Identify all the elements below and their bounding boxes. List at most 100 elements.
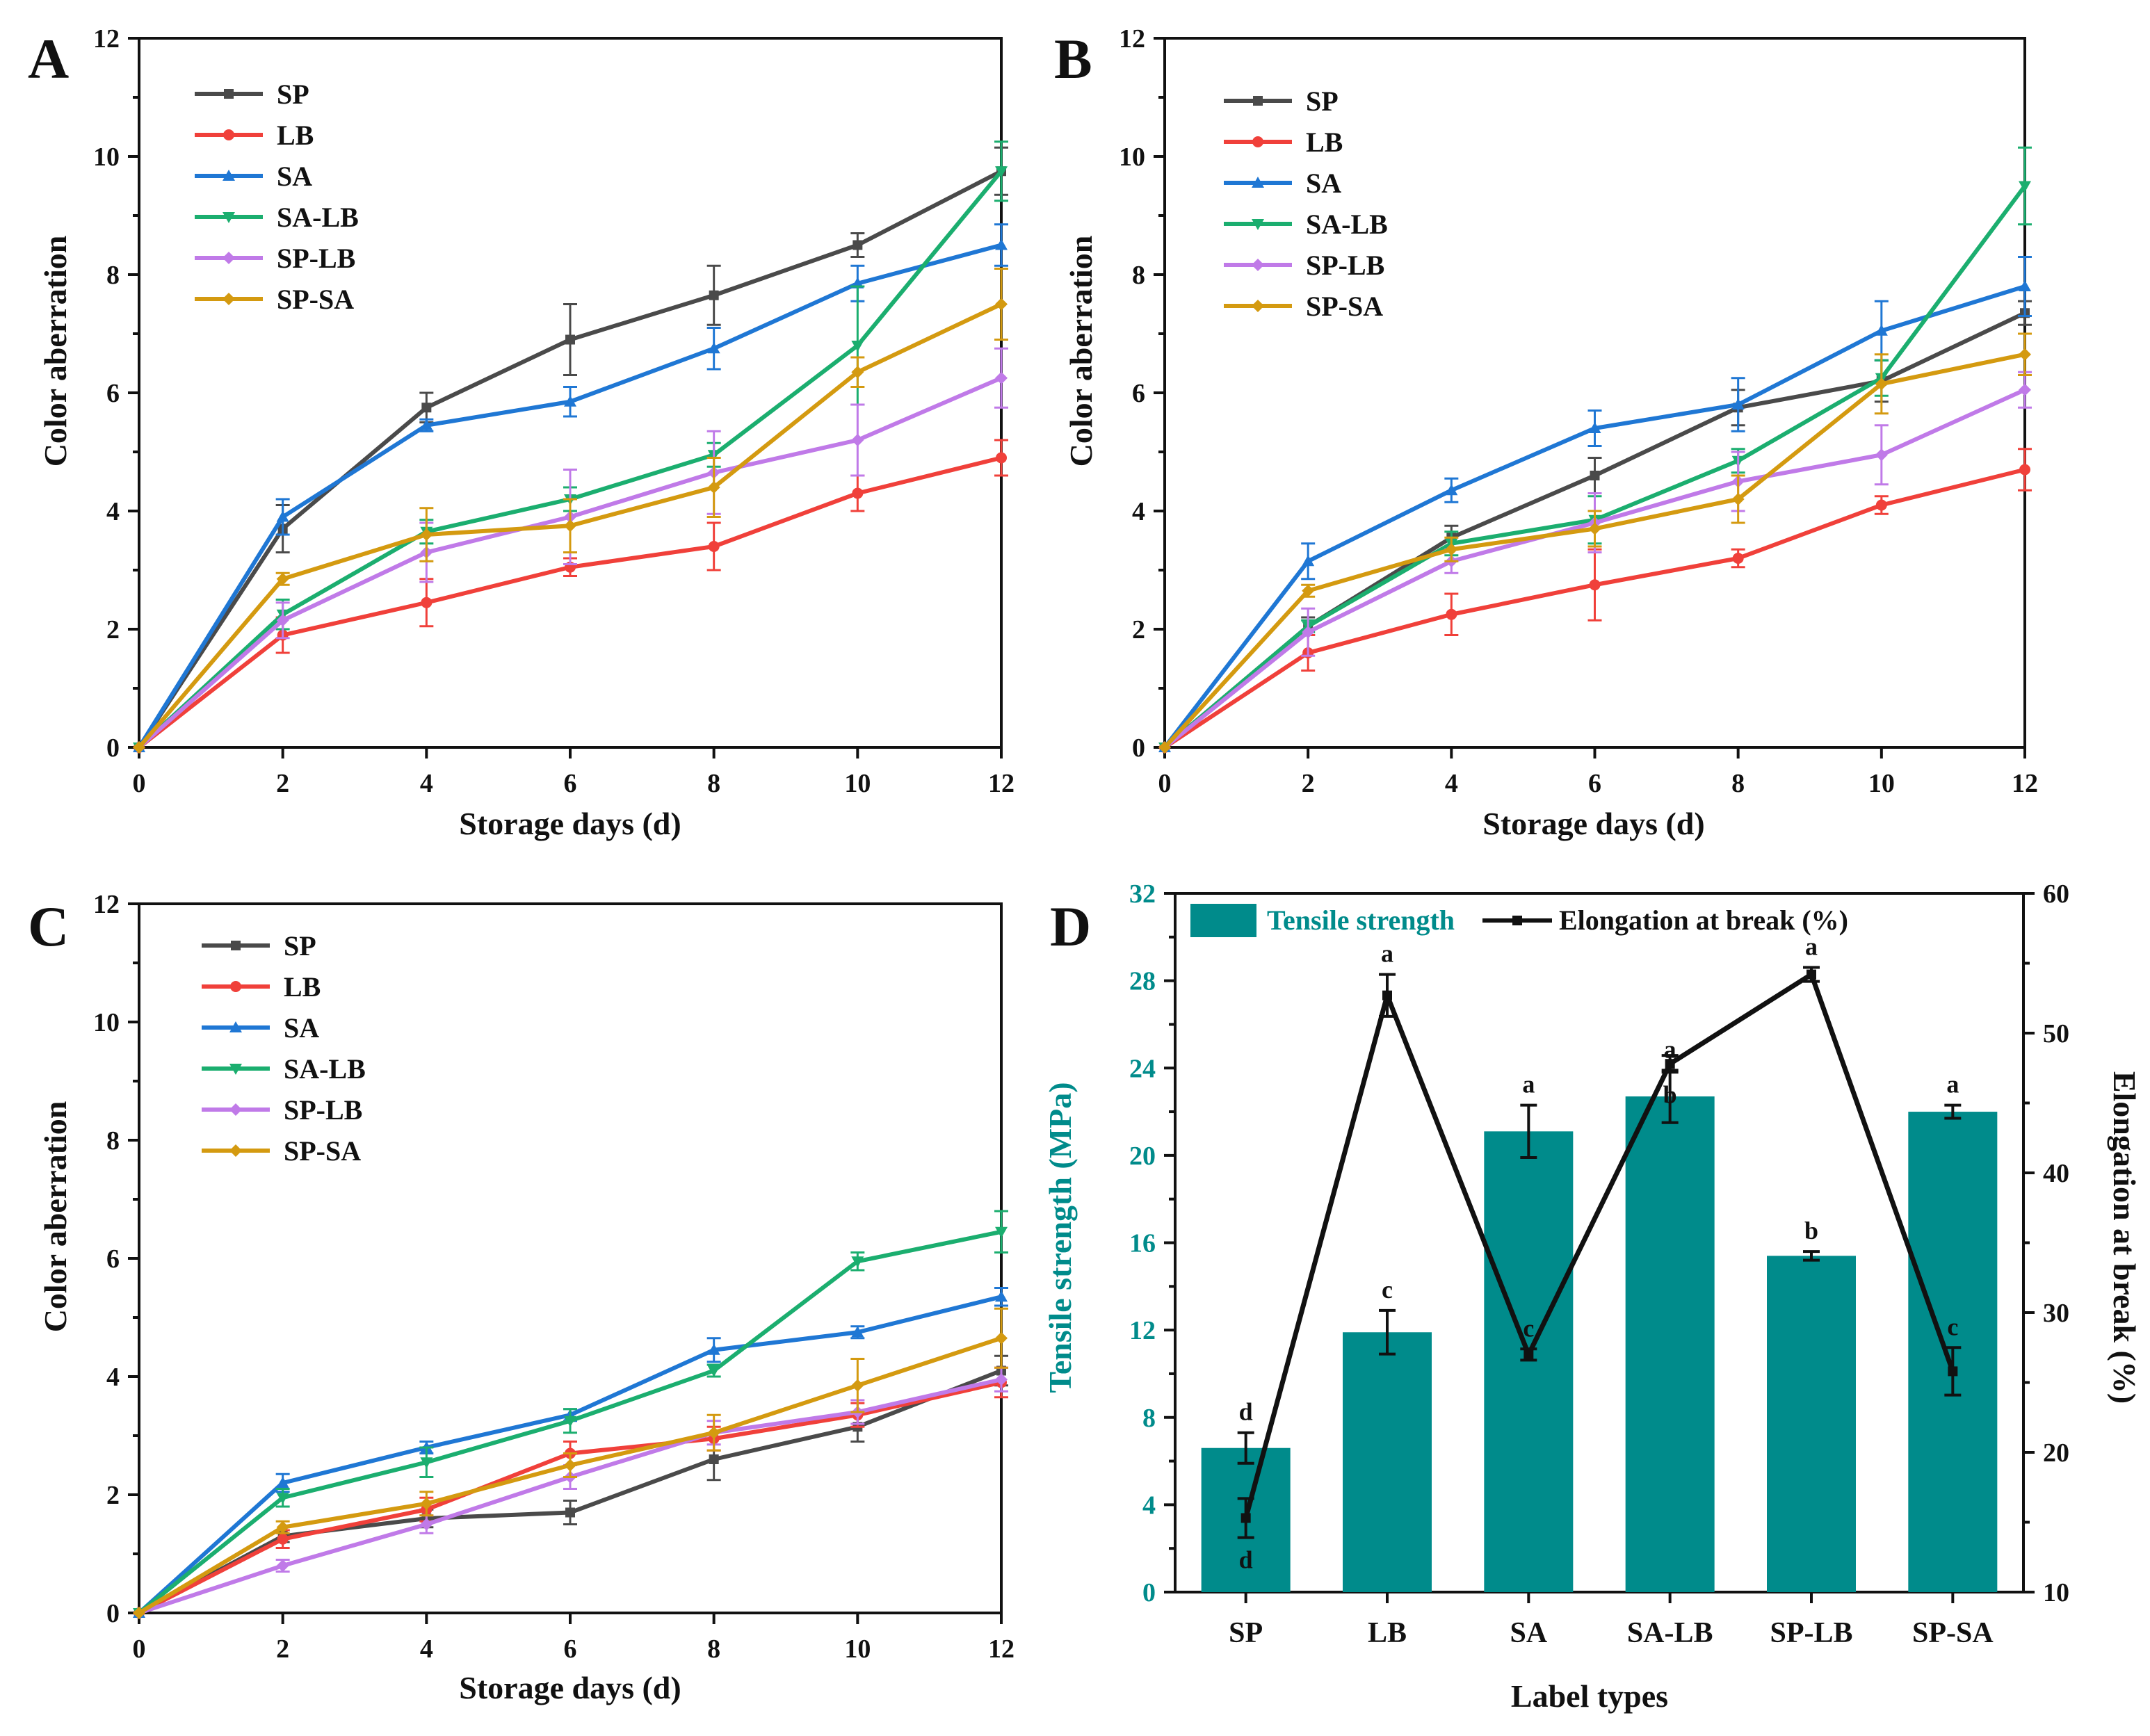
panel-c-x-tick-label: 4 bbox=[420, 1634, 433, 1664]
panel-a-series-lb-point bbox=[708, 541, 720, 552]
panel-a-x-tick-label: 2 bbox=[276, 769, 289, 798]
panel-a-legend-sp-lb-label: SP-LB bbox=[277, 243, 355, 274]
panel-a-series-sa-point bbox=[707, 342, 720, 354]
panel-b-y-tick-label: 6 bbox=[1132, 379, 1145, 408]
panel-b-legend-sp-marker bbox=[1253, 96, 1263, 106]
panel-b-letter: B bbox=[1054, 27, 1092, 90]
panel-a-x-tick-label: 10 bbox=[844, 769, 871, 798]
panel-a-series-sp-sa-point bbox=[851, 366, 864, 379]
panel-d-y2-tick-label: 10 bbox=[2043, 1578, 2069, 1607]
panel-c-x-tick-label: 12 bbox=[988, 1634, 1015, 1664]
panel-c-series-sp-point bbox=[709, 1454, 719, 1464]
panel-a-x-tick-label: 12 bbox=[988, 769, 1015, 798]
panel-c-y-tick-label: 8 bbox=[106, 1126, 120, 1155]
panel-c-series-sa-lb-point bbox=[995, 1226, 1008, 1238]
panel-b-legend-sp-sa-label: SP-SA bbox=[1306, 291, 1383, 322]
panel-d-x-tick-label: SP-LB bbox=[1770, 1617, 1852, 1649]
panel-a-series-lb-point bbox=[421, 597, 433, 608]
panel-c-legend-sa-lb-label: SA-LB bbox=[284, 1053, 366, 1085]
panel-d-elongation-sp-sa-point bbox=[1948, 1366, 1958, 1377]
panel-d-y2-tick-label: 40 bbox=[2043, 1159, 2069, 1188]
panel-c-series-sa-lb-point bbox=[707, 1365, 720, 1377]
panel-b-series-sp-sa-point bbox=[2019, 348, 2031, 361]
panel-c-series-lb-point bbox=[277, 1533, 289, 1545]
panel-b-series-sa-point bbox=[1302, 555, 1315, 567]
panel-b-x-tick-label: 8 bbox=[1731, 769, 1745, 798]
panel-d-bar-sa-significance-letter: a bbox=[1522, 1071, 1535, 1098]
panel-d-y2-axis-label: Elongation at break (%) bbox=[2107, 1071, 2142, 1404]
panel-a-series-sp-point bbox=[852, 240, 863, 250]
panel-d-elongation-sa-point bbox=[1523, 1349, 1534, 1360]
panel-c-series-sp-lb-point bbox=[276, 1559, 289, 1572]
panel-c-y-tick-label: 4 bbox=[106, 1363, 120, 1392]
panel-d-legend-tensile-swatch bbox=[1190, 904, 1256, 937]
panel-a-legend-sa-label: SA bbox=[277, 161, 312, 192]
panel-a-y-tick-label: 4 bbox=[106, 497, 120, 526]
panel-d-elongation-sa-lb-point bbox=[1665, 1059, 1675, 1069]
panel-a-y-tick-label: 10 bbox=[93, 143, 120, 172]
panel-b-series-sa-lb-point bbox=[2019, 181, 2031, 193]
panel-a-series-sp-sa-point bbox=[133, 741, 145, 754]
panel-a-series-sp-sa-point bbox=[564, 519, 576, 533]
panel-b-y-tick-label: 0 bbox=[1132, 733, 1145, 763]
panel-d-legend-tensile-label: Tensile strength bbox=[1267, 904, 1455, 936]
panel-b-series-sp-point bbox=[1590, 471, 1600, 480]
panel-d: D Label types Tensile strength (MPa) Elo… bbox=[1042, 879, 2142, 1714]
panel-d-legend-elongation-marker bbox=[1512, 916, 1522, 925]
panel-d-y-tick-label: 4 bbox=[1142, 1491, 1156, 1520]
panel-b-x-tick-label: 2 bbox=[1302, 769, 1315, 798]
panel-d-y-tick-label: 0 bbox=[1142, 1578, 1156, 1607]
panel-a-letter: A bbox=[28, 27, 69, 90]
panel-a-x-tick-label: 8 bbox=[707, 769, 720, 798]
panel-d-bar-sa-lb bbox=[1625, 1096, 1715, 1592]
panel-c-legend-sp-marker bbox=[231, 941, 241, 950]
panel-d-y-axis-label: Tensile strength (MPa) bbox=[1042, 1082, 1078, 1393]
panel-b-legend-sp-sa-marker bbox=[1252, 300, 1264, 312]
panel-b-x-tick-label: 6 bbox=[1588, 769, 1601, 798]
panel-d-y2-tick-label: 20 bbox=[2043, 1438, 2069, 1468]
panel-c-series-sp-sa-point bbox=[995, 1331, 1008, 1345]
panel-a-x-tick-label: 6 bbox=[564, 769, 577, 798]
panel-c-series-sa-point bbox=[851, 1326, 864, 1338]
panel-c-series-sa-point bbox=[276, 1477, 289, 1488]
panel-c-legend-sp-label: SP bbox=[284, 930, 316, 962]
panel-a-series-sp-sa-point bbox=[276, 572, 289, 585]
panel-a-x-axis-label: Storage days (d) bbox=[459, 806, 681, 841]
panel-b-y-tick-label: 8 bbox=[1132, 261, 1145, 290]
panel-a-series-sp-point bbox=[565, 334, 575, 345]
panel-b-series-lb-point bbox=[2019, 464, 2030, 476]
panel-b-series-sp-sa-point bbox=[1445, 543, 1458, 556]
panel-b-series-sa-point bbox=[2019, 280, 2031, 291]
panel-c-legend-sa-marker bbox=[229, 1021, 242, 1032]
panel-c-series-sp-lb-point bbox=[995, 1373, 1008, 1386]
panel-c-series-sp-sa-point bbox=[276, 1520, 289, 1534]
panel-b-legend-lb-label: LB bbox=[1306, 127, 1343, 158]
panel-b: B Storage days (d) Color aberration 0 2 4 6… bbox=[1054, 24, 2038, 841]
panel-a-legend-lb-marker bbox=[223, 129, 234, 140]
panel-c-x-tick-label: 2 bbox=[276, 1634, 289, 1664]
panel-c-series-sp-sa-point bbox=[133, 1607, 145, 1619]
panel-d-y-tick-label: 12 bbox=[1129, 1316, 1156, 1345]
panel-a-series-lb-point bbox=[852, 487, 864, 499]
panel-a-series-sa-point bbox=[995, 238, 1008, 250]
panel-b-x-tick-label: 10 bbox=[1868, 769, 1895, 798]
panel-a-series-sp-sa-point bbox=[420, 528, 433, 541]
panel-d-elongation-sp-significance-letter: d bbox=[1239, 1546, 1253, 1574]
panel-c-legend-sp-lb-marker bbox=[229, 1103, 242, 1116]
panel-d-y-tick-label: 28 bbox=[1129, 967, 1156, 996]
panel-c-series-sa-lb-point bbox=[276, 1493, 289, 1504]
panel-d-x-tick-label: SA-LB bbox=[1627, 1617, 1713, 1649]
panel-d-bar-sp-sa-significance-letter: a bbox=[1946, 1071, 1959, 1098]
panel-a-y-tick-label: 0 bbox=[106, 733, 120, 763]
panel-b-x-tick-label: 0 bbox=[1158, 769, 1172, 798]
panel-d-y2-tick-label: 50 bbox=[2043, 1019, 2069, 1048]
panel-c-y-tick-label: 2 bbox=[106, 1481, 120, 1510]
panel-c-legend-sp-sa-label: SP-SA bbox=[284, 1135, 361, 1167]
panel-c-series-sa-lb-point bbox=[851, 1256, 864, 1268]
panel-d-elongation-lb-point bbox=[1382, 990, 1392, 1000]
panel-d-bar-sp-lb-significance-letter: b bbox=[1804, 1217, 1818, 1244]
panel-b-series-sa-point bbox=[1445, 484, 1458, 496]
panel-d-bar-lb-significance-letter: c bbox=[1382, 1276, 1393, 1304]
panel-c-y-axis-label: Color aberration bbox=[38, 1101, 73, 1333]
panel-b-series-sp-sa-point bbox=[1731, 493, 1745, 505]
